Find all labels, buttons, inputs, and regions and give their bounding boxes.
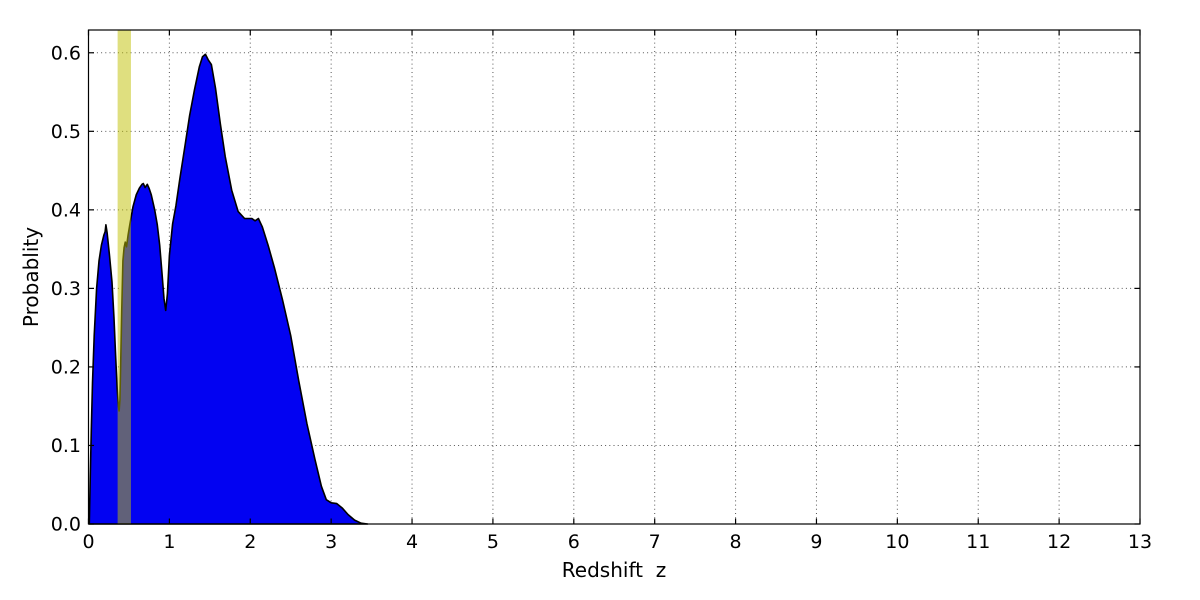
y-tick-label: 0.5: [51, 121, 81, 143]
x-tick-label: 12: [1047, 531, 1071, 553]
redshift-highlight-band: [117, 30, 131, 524]
y-tick-label: 0.0: [51, 514, 81, 536]
x-tick-label: 3: [325, 531, 337, 553]
x-tick-label: 8: [730, 531, 742, 553]
x-tick-label: 11: [966, 531, 990, 553]
y-tick-label: 0.3: [51, 278, 81, 300]
x-tick-label: 10: [885, 531, 909, 553]
y-axis-label: Probablity: [19, 226, 43, 328]
x-tick-label: 0: [82, 531, 94, 553]
y-tick-label: 0.2: [51, 356, 81, 378]
x-tick-label: 7: [649, 531, 661, 553]
x-tick-label: 5: [487, 531, 499, 553]
y-tick-label: 0.4: [51, 199, 81, 221]
probability-density-area: [88, 53, 369, 525]
x-tick-label: 2: [244, 531, 256, 553]
plot-frame: [87, 29, 1141, 525]
x-axis-label: Redshift z: [561, 558, 667, 582]
x-tick-label: 4: [406, 531, 418, 553]
x-tick-label: 9: [810, 531, 822, 553]
x-tick-label: 13: [1128, 531, 1152, 553]
y-tick-label: 0.6: [51, 42, 81, 64]
x-tick-label: 1: [163, 531, 175, 553]
x-tick-label: 6: [568, 531, 580, 553]
y-tick-label: 0.1: [51, 435, 81, 457]
